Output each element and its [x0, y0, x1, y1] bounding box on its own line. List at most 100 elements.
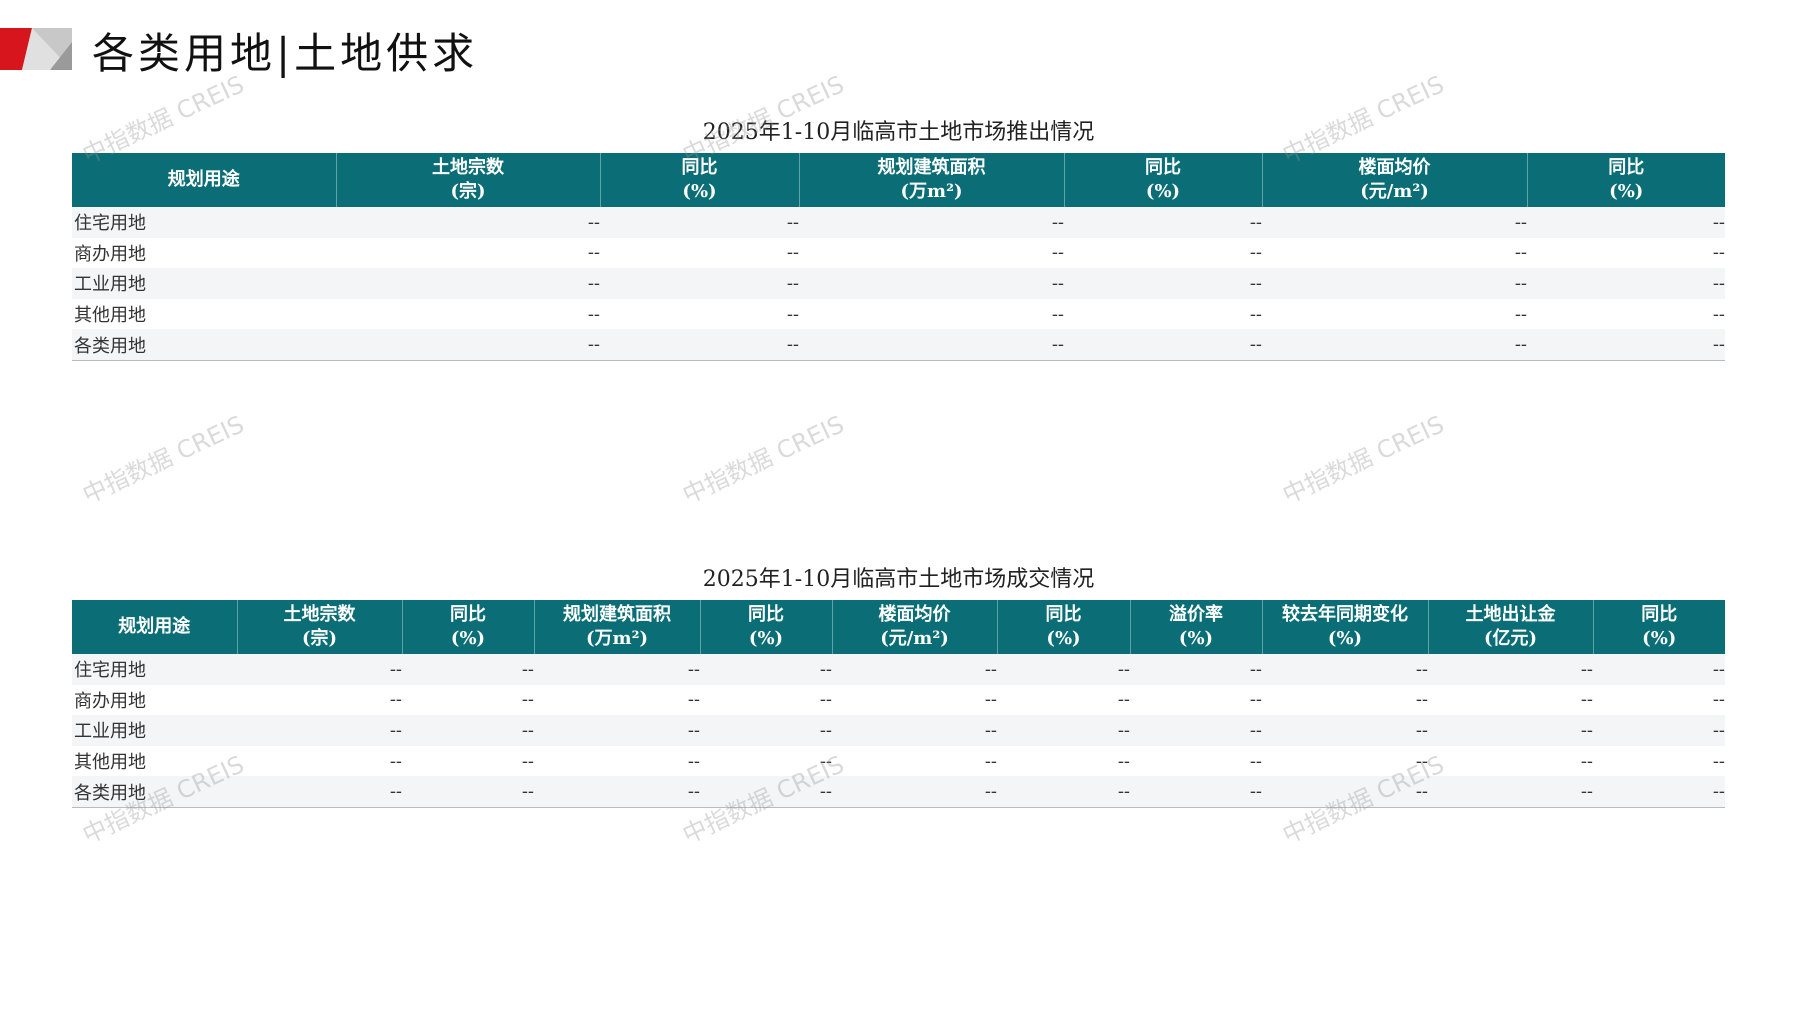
table-cell: --	[587, 242, 600, 264]
table-cell: --	[1593, 776, 1725, 808]
column-header: 溢价率 (%)	[1129, 600, 1262, 654]
column-header-text: 土地宗数	[283, 604, 356, 625]
column-header: 同比 (%)	[1526, 153, 1725, 207]
table-cell: --	[799, 329, 1064, 361]
column-header: 同比 (%)	[401, 600, 534, 654]
table-cell: --	[1262, 776, 1428, 808]
row-label: 住宅用地	[72, 207, 336, 238]
table-row: 其他用地 -- -- -- -- -- -- -- -- -- --	[72, 746, 1725, 777]
column-header: 楼面均价 (元/m²)	[831, 600, 997, 654]
table-cell: --	[700, 654, 832, 685]
table-cell: --	[819, 750, 832, 772]
table-cell: --	[1593, 654, 1725, 685]
table-cell: --	[1593, 715, 1725, 746]
table-cell: --	[600, 268, 799, 299]
column-header-text: (%)	[748, 628, 784, 649]
table-cell: --	[534, 715, 700, 746]
table-cell: --	[402, 715, 534, 746]
row-label: 商办用地	[74, 243, 146, 265]
column-header-text: (%)	[1178, 628, 1214, 649]
column-header-text: (%)	[450, 628, 486, 649]
table-cell: --	[1117, 689, 1130, 711]
column-header-text: (宗)	[450, 181, 486, 202]
table-cell: --	[1130, 654, 1262, 685]
column-header: 土地出让金 (亿元)	[1427, 600, 1593, 654]
table-cell: --	[1130, 776, 1262, 808]
table-cell: --	[832, 654, 997, 685]
table-cell: --	[1262, 654, 1428, 685]
logo-icon	[0, 28, 72, 70]
table-cell: --	[336, 329, 600, 361]
deal-table: 规划用途 土地宗数 (宗) 同比 (%) 规划建筑面积 (万m²) 同比 (%) 楼面均价 (元/m…	[72, 600, 1725, 808]
supply-table-caption: 2025年1-10月临高市土地市场推出情况	[702, 120, 1095, 145]
row-label: 各类用地	[72, 776, 237, 808]
table-cell: --	[521, 750, 534, 772]
column-header-text: (元/m²)	[880, 628, 949, 649]
table-row: 住宅用地 -- -- -- -- -- -- -- -- -- --	[72, 654, 1725, 685]
row-label: 其他用地	[74, 752, 146, 774]
table-cell: --	[819, 689, 832, 711]
deal-table-caption: 2025年1-10月临高市土地市场成交情况	[702, 567, 1095, 592]
table-cell: --	[997, 654, 1130, 685]
table-cell: --	[1130, 715, 1262, 746]
column-header-text: 同比	[1608, 157, 1645, 178]
table-cell: --	[1428, 654, 1593, 685]
table-row: 商办用地 -- -- -- -- -- -- -- -- -- --	[72, 685, 1725, 716]
column-header-text: (%)	[682, 181, 717, 202]
page-title: 各类用地|土地供求	[92, 29, 479, 78]
table-cell: --	[336, 207, 600, 238]
table-cell: --	[1712, 689, 1725, 711]
column-header-text: 同比	[1145, 157, 1181, 178]
row-label: 各类用地	[72, 329, 336, 361]
table-row: 工业用地 -- -- -- -- -- -- -- -- -- --	[72, 715, 1725, 746]
table-cell: --	[1249, 303, 1262, 325]
table-row: 各类用地 -- -- -- -- -- -- -- -- -- --	[72, 776, 1725, 808]
table-cell: --	[237, 654, 402, 685]
table-cell: --	[700, 776, 832, 808]
table-cell: --	[1415, 689, 1428, 711]
table-cell: --	[799, 268, 1064, 299]
watermark: 中指数据 CREIS	[78, 410, 249, 510]
table-cell: --	[600, 207, 799, 238]
table-cell: --	[600, 329, 799, 361]
row-label: 其他用地	[74, 305, 146, 327]
table-cell: --	[1262, 207, 1527, 238]
row-label: 工业用地	[72, 268, 336, 299]
table-cell: --	[786, 303, 799, 325]
table-cell: --	[389, 689, 402, 711]
table-cell: --	[1249, 242, 1262, 264]
row-label: 工业用地	[72, 715, 237, 746]
table-cell: --	[832, 776, 997, 808]
table-cell: --	[997, 715, 1130, 746]
column-header-text: (宗)	[301, 628, 338, 649]
table-cell: --	[534, 654, 700, 685]
table-cell: --	[786, 242, 799, 264]
table-cell: --	[1514, 303, 1527, 325]
column-header: 规划建筑面积 (万m²)	[533, 600, 700, 654]
column-header: 规划建筑面积 (万m²)	[798, 153, 1064, 207]
table-row: 工业用地 -- -- -- -- -- --	[72, 268, 1725, 299]
table-cell: --	[687, 750, 700, 772]
table-cell: --	[237, 715, 402, 746]
column-header: 同比 (%)	[699, 600, 832, 654]
column-header-text: 较去年同期变化	[1282, 604, 1408, 625]
table-cell: --	[984, 689, 997, 711]
column-header-text: 规划用途	[167, 169, 240, 190]
column-header-text: (%)	[1046, 628, 1081, 649]
column-header-text: (万m²)	[586, 628, 648, 649]
column-header-text: (%)	[1327, 628, 1363, 649]
supply-table: 规划用途 土地宗数 (宗) 同比 (%) 规划建筑面积 (万m²) 同比 (%) 楼面均价 (元/m…	[72, 153, 1725, 361]
table-cell: --	[237, 776, 402, 808]
column-header-text: (%)	[1642, 628, 1677, 649]
column-header: 同比 (%)	[1592, 600, 1725, 654]
table-cell: --	[799, 207, 1064, 238]
row-label: 商办用地	[74, 690, 146, 712]
table-cell: --	[1064, 268, 1262, 299]
column-header-text: 土地宗数	[432, 157, 504, 178]
column-header-text: 同比	[1641, 604, 1678, 625]
table-cell: --	[1249, 750, 1262, 772]
column-header-text: 楼面均价	[878, 604, 951, 625]
column-header: 同比 (%)	[996, 600, 1130, 654]
table-cell: --	[1580, 750, 1593, 772]
table-cell: --	[534, 776, 700, 808]
